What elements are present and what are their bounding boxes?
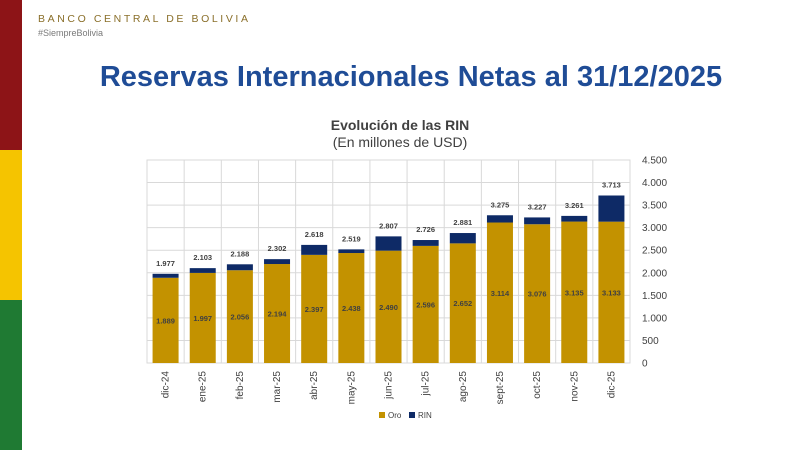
brand-name: BANCO CENTRAL DE BOLIVIA xyxy=(38,13,251,25)
total-data-label: 3.275 xyxy=(491,200,510,209)
total-data-label: 2.618 xyxy=(305,230,324,239)
y-tick-label: 3.000 xyxy=(642,223,667,234)
flag-stripe-yellow xyxy=(0,150,22,300)
legend-label-rin: RIN xyxy=(418,411,432,420)
oro-data-label: 3.135 xyxy=(565,288,584,297)
total-data-label: 3.261 xyxy=(565,201,584,210)
bar-rin xyxy=(524,217,551,225)
oro-data-label: 3.114 xyxy=(491,289,510,298)
chart-title: Evolución de las RIN xyxy=(330,117,470,133)
x-tick-label: abr-25 xyxy=(309,371,320,400)
bar-rin xyxy=(338,249,365,254)
bar-rin xyxy=(189,268,216,273)
bar-rin xyxy=(226,264,253,271)
oro-data-label: 2.194 xyxy=(268,310,288,319)
bar-oro xyxy=(301,254,328,363)
total-data-label: 2.881 xyxy=(453,218,472,227)
x-tick-label: ene-25 xyxy=(198,371,209,403)
x-tick-label: jun-25 xyxy=(384,371,395,400)
y-tick-label: 500 xyxy=(642,336,659,347)
y-tick-label: 4.000 xyxy=(642,178,667,189)
oro-data-label: 1.889 xyxy=(156,316,175,325)
bar-oro xyxy=(264,264,291,363)
bar-oro xyxy=(226,270,253,363)
bar-rin xyxy=(152,273,179,278)
bar-oro xyxy=(189,272,216,363)
x-tick-label: sept-25 xyxy=(495,371,506,405)
y-tick-label: 1.500 xyxy=(642,291,667,302)
total-data-label: 2.188 xyxy=(230,249,249,258)
y-tick-label: 1.000 xyxy=(642,313,667,324)
bar-oro xyxy=(375,250,402,363)
y-tick-label: 4.500 xyxy=(642,156,667,167)
x-tick-label: oct-25 xyxy=(532,371,543,399)
oro-data-label: 2.490 xyxy=(379,303,398,312)
bar-rin xyxy=(598,195,625,222)
total-data-label: 2.807 xyxy=(379,221,398,230)
total-data-label: 1.977 xyxy=(156,259,175,268)
oro-data-label: 3.076 xyxy=(528,290,547,299)
chart-subtitle: (En millones de USD) xyxy=(332,134,468,150)
total-data-label: 2.103 xyxy=(193,253,212,262)
bar-rin xyxy=(449,233,476,244)
y-tick-label: 0 xyxy=(642,359,648,370)
bar-rin xyxy=(375,236,402,251)
bar-oro xyxy=(152,277,179,363)
bar-rin xyxy=(264,259,291,265)
oro-data-label: 2.596 xyxy=(416,300,435,309)
oro-data-label: 2.438 xyxy=(342,304,361,313)
bar-oro xyxy=(561,221,588,363)
flag-stripe-red xyxy=(0,0,22,150)
flag-stripe-green xyxy=(0,300,22,450)
legend-label-oro: Oro xyxy=(388,411,402,420)
bar-rin xyxy=(486,215,513,223)
legend-swatch-rin xyxy=(409,412,415,418)
y-tick-label: 2.000 xyxy=(642,268,667,279)
x-tick-label: ago-25 xyxy=(458,371,469,403)
x-tick-label: nov-25 xyxy=(569,371,580,402)
oro-data-label: 2.056 xyxy=(230,313,249,322)
bar-oro xyxy=(598,221,625,363)
oro-data-label: 3.133 xyxy=(602,288,621,297)
bar-oro xyxy=(486,222,513,363)
oro-data-label: 1.997 xyxy=(193,314,212,323)
x-tick-label: feb-25 xyxy=(235,371,246,400)
bar-oro xyxy=(524,224,551,363)
x-tick-label: mar-25 xyxy=(272,371,283,403)
total-data-label: 2.302 xyxy=(268,244,287,253)
total-data-label: 3.713 xyxy=(602,181,621,190)
bar-rin xyxy=(561,215,588,222)
bar-oro xyxy=(338,253,365,363)
legend-swatch-oro xyxy=(379,412,385,418)
x-tick-label: dic-25 xyxy=(606,371,617,399)
y-tick-label: 2.500 xyxy=(642,246,667,257)
bar-rin xyxy=(412,240,439,246)
bar-oro xyxy=(449,243,476,363)
x-tick-label: jul-25 xyxy=(421,371,432,397)
oro-data-label: 2.397 xyxy=(305,305,324,314)
total-data-label: 2.726 xyxy=(416,225,435,234)
total-data-label: 2.519 xyxy=(342,234,361,243)
total-data-label: 3.227 xyxy=(528,202,547,211)
hashtag: #SiemprеBolivia xyxy=(38,28,104,38)
bar-rin xyxy=(301,244,328,255)
y-tick-label: 3.500 xyxy=(642,201,667,212)
bar-oro xyxy=(412,245,439,363)
x-tick-label: dic-24 xyxy=(161,371,172,399)
oro-data-label: 2.652 xyxy=(453,299,472,308)
page-title: Reservas Internacionales Netas al 31/12/… xyxy=(99,61,723,93)
x-tick-label: may-25 xyxy=(346,371,357,405)
